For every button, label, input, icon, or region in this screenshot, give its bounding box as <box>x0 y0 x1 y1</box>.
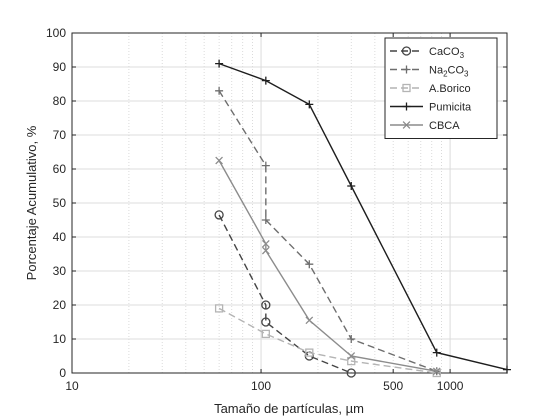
data-point <box>432 348 441 357</box>
data-point <box>261 246 270 255</box>
data-point <box>261 76 270 85</box>
legend: CaCO3 Na2CO3 A.Borico Pumicita CBCA <box>384 37 498 139</box>
data-point <box>305 260 314 269</box>
data-point <box>347 356 356 366</box>
data-point <box>261 239 270 248</box>
legend-label: Pumicita <box>429 102 472 114</box>
y-tick-label: 60 <box>53 162 67 176</box>
y-tick-label: 10 <box>53 332 67 346</box>
y-tick-label: 70 <box>53 128 67 142</box>
legend-marker <box>402 65 411 74</box>
series-line <box>218 62 508 371</box>
legend-item: CaCO3 <box>390 46 465 60</box>
legend-item: A.Borico <box>390 83 471 95</box>
series-4 <box>215 156 441 376</box>
y-tick-label: 0 <box>59 366 66 380</box>
legend-marker <box>401 46 412 56</box>
x-tick-label: 1000 <box>437 379 464 393</box>
data-point <box>261 216 270 224</box>
legend-label: CBCA <box>429 120 460 132</box>
data-point <box>215 156 223 165</box>
legend-item: CBCA <box>390 120 460 132</box>
series-line <box>218 307 437 374</box>
x-tick-label: 100 <box>251 379 271 393</box>
x-axis-label: Tamaño de partículas, µm <box>214 401 364 416</box>
series-0 <box>214 210 356 378</box>
legend-marker <box>402 121 411 129</box>
series-line <box>218 160 437 372</box>
legend-item: Na2CO3 <box>390 65 469 79</box>
data-point <box>261 329 270 339</box>
legend-marker <box>402 83 411 93</box>
data-point <box>214 304 224 313</box>
data-point <box>261 317 271 327</box>
legend-label: CaCO3 <box>429 46 465 60</box>
data-point <box>432 368 441 378</box>
data-point <box>432 367 441 376</box>
legend-label: A.Borico <box>429 83 471 95</box>
y-tick-label: 30 <box>53 264 67 278</box>
legend-item: Pumicita <box>390 102 472 114</box>
data-point <box>347 182 356 190</box>
y-tick-label: 100 <box>46 26 66 40</box>
data-point <box>215 59 224 68</box>
y-tick-label: 80 <box>53 94 67 108</box>
data-point <box>214 210 224 220</box>
y-axis-label: Porcentaje Acumulativo, % <box>24 125 39 280</box>
data-point <box>347 352 356 360</box>
series-line <box>218 214 352 374</box>
legend-marker <box>402 102 411 111</box>
data-point <box>305 316 314 325</box>
data-point <box>305 348 314 357</box>
data-point <box>215 86 224 95</box>
legend-label: Na2CO3 <box>429 65 469 79</box>
series-3 <box>215 59 511 374</box>
series-layer <box>214 59 511 378</box>
y-tick-label: 20 <box>53 298 67 312</box>
x-tick-label: 500 <box>383 379 403 393</box>
data-point <box>503 365 511 374</box>
data-point <box>261 300 271 310</box>
y-tick-label: 90 <box>53 60 67 74</box>
y-tick-label: 50 <box>53 196 67 210</box>
data-point <box>347 335 356 343</box>
x-tick-label: 10 <box>65 379 79 393</box>
y-tick-label: 40 <box>53 230 67 244</box>
series-2 <box>214 304 441 378</box>
data-point <box>346 368 356 378</box>
data-point <box>305 100 314 109</box>
data-point <box>261 161 270 170</box>
